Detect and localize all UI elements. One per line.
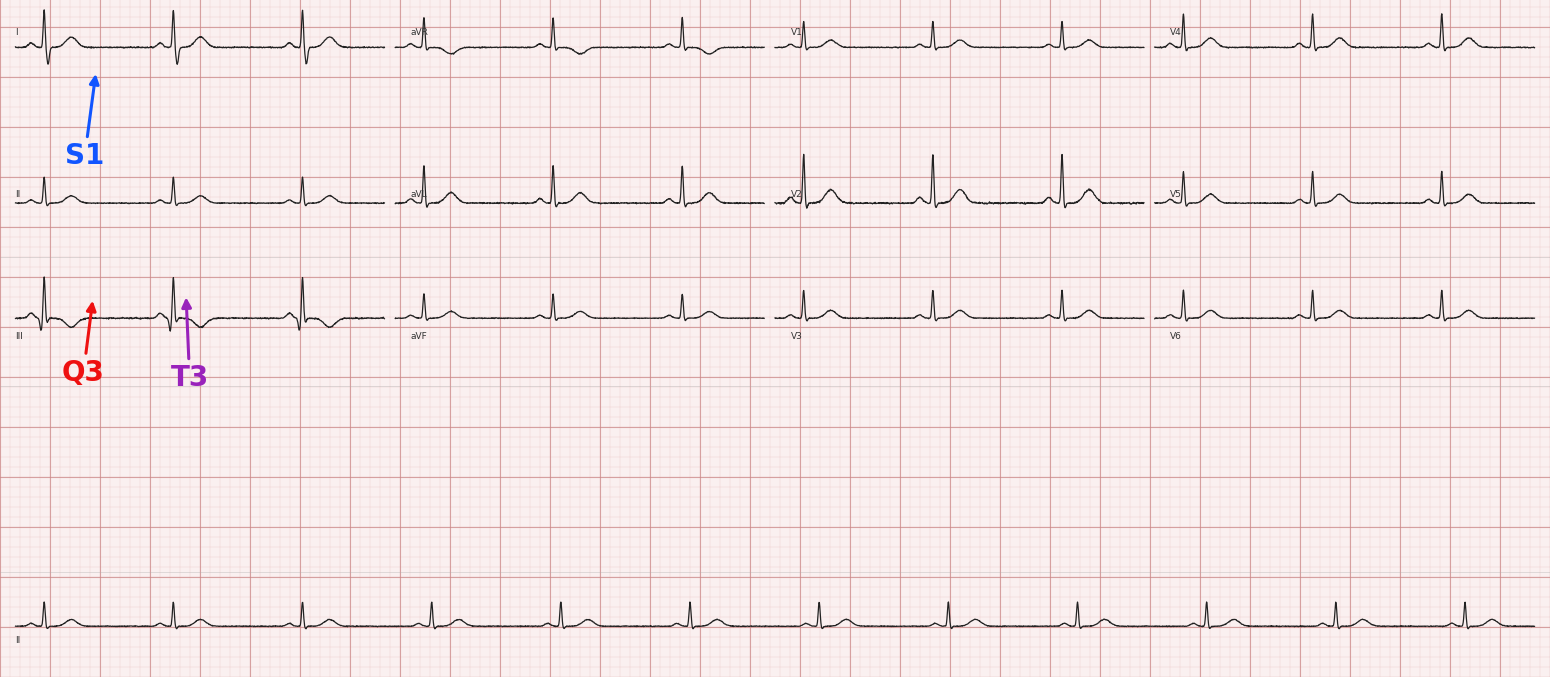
Text: aVL: aVL: [411, 190, 428, 198]
Text: I: I: [16, 28, 19, 37]
Text: V5: V5: [1170, 190, 1183, 198]
Text: aVF: aVF: [411, 332, 428, 341]
Text: V4: V4: [1170, 28, 1183, 37]
Text: S1: S1: [65, 77, 104, 170]
Text: T3: T3: [170, 301, 209, 392]
Text: aVR: aVR: [411, 28, 429, 37]
Text: V2: V2: [790, 190, 803, 198]
Text: II: II: [16, 636, 20, 645]
Text: III: III: [16, 332, 23, 341]
Text: Q3: Q3: [62, 304, 105, 387]
Text: V6: V6: [1170, 332, 1183, 341]
Text: V3: V3: [790, 332, 803, 341]
Text: V1: V1: [790, 28, 803, 37]
Text: II: II: [16, 190, 20, 198]
